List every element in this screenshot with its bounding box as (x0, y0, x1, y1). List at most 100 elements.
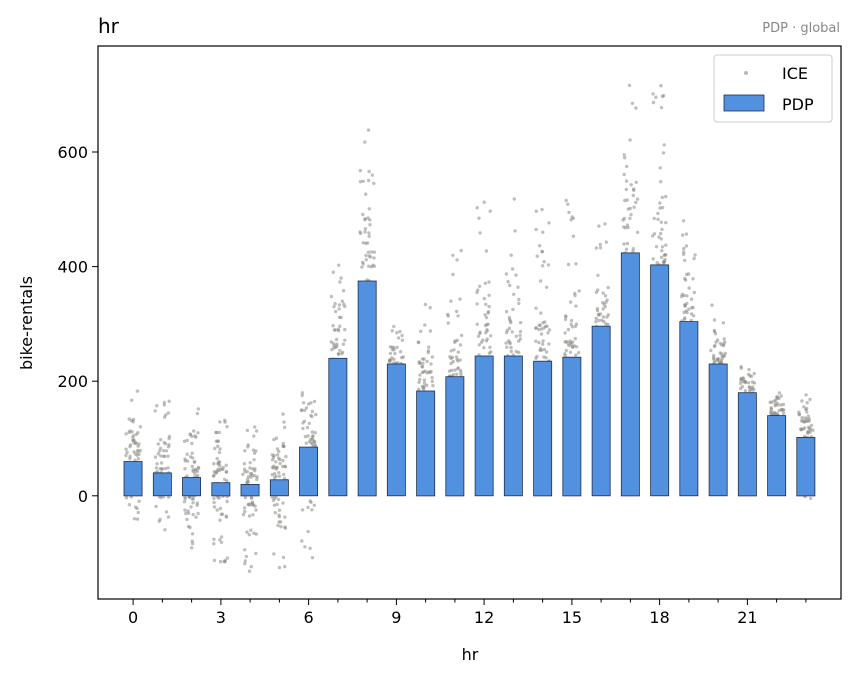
ice-point (455, 338, 459, 342)
ice-point (747, 385, 751, 389)
ice-point (800, 416, 804, 420)
ice-point (597, 224, 601, 228)
pdp-bar (767, 415, 787, 497)
ice-point (455, 372, 459, 376)
ice-point (225, 479, 229, 483)
ice-point (568, 350, 573, 354)
ice-point (543, 324, 548, 329)
ice-point (301, 421, 305, 425)
ice-point (624, 187, 628, 192)
ice-point (212, 462, 216, 466)
ice-point (720, 354, 724, 358)
ice-point (803, 416, 807, 420)
ice-point (806, 414, 810, 418)
ice-point (752, 381, 757, 385)
ice-point (310, 442, 315, 446)
ice-point (739, 366, 743, 370)
ice-point (597, 313, 601, 317)
ice-point (692, 290, 696, 295)
ice-point (195, 411, 200, 416)
ice-point (597, 318, 601, 323)
ice-point (247, 569, 252, 573)
legend-pdp-label: PDP (782, 95, 814, 114)
corner-note: PDP · global (762, 21, 840, 36)
ice-point (243, 449, 247, 453)
ice-point (242, 506, 247, 510)
ice-point (776, 403, 780, 407)
ice-point (687, 286, 691, 290)
ice-point (303, 545, 307, 549)
ice-point (566, 262, 571, 267)
ice-point (683, 278, 688, 282)
ice-point (541, 230, 545, 234)
ice-point (547, 342, 551, 346)
ice-point (159, 461, 164, 465)
ice-point (124, 447, 128, 451)
ice-point (157, 449, 162, 453)
ice-point (458, 343, 463, 347)
ice-point (600, 318, 604, 323)
pdp-bar (445, 376, 465, 497)
ice-point (634, 106, 638, 110)
ice-point (606, 313, 610, 317)
ice-point (372, 264, 376, 268)
pdp-bar (591, 325, 611, 497)
ice-point (136, 457, 141, 461)
ice-point (660, 245, 665, 249)
ice-point (710, 303, 714, 307)
ice-point (622, 242, 626, 246)
ice-point (484, 302, 488, 307)
ice-point (509, 349, 513, 354)
ice-point (310, 409, 314, 414)
ice-point (712, 344, 717, 349)
ice-point (504, 272, 509, 276)
ice-point (684, 309, 688, 313)
ice-point (212, 558, 217, 563)
ice-point (752, 371, 756, 376)
ice-point (659, 105, 664, 110)
ice-point (625, 241, 630, 246)
ice-point (136, 450, 140, 454)
ice-point (475, 302, 479, 306)
ice-point (339, 276, 343, 280)
ice-point (216, 444, 220, 448)
ice-point (418, 373, 422, 377)
ice-point (164, 449, 169, 453)
ice-point (212, 500, 216, 505)
ice-point (723, 351, 727, 356)
ice-point (283, 564, 287, 569)
ice-point (224, 470, 229, 474)
ice-point (544, 285, 549, 289)
ice-point (300, 508, 305, 512)
ice-point (681, 219, 686, 223)
ice-point (680, 294, 684, 299)
ice-point (809, 423, 814, 428)
ice-point (166, 466, 170, 470)
ice-point (805, 430, 810, 434)
ice-point (278, 461, 282, 466)
legend-ice-label: ICE (782, 64, 808, 83)
ice-point (212, 496, 216, 501)
ice-point (218, 560, 223, 564)
ice-point (223, 420, 227, 424)
ice-point (254, 551, 258, 556)
y-tick-label: 200 (57, 372, 88, 391)
ice-point (343, 338, 347, 342)
ice-point (245, 480, 250, 485)
ice-point (162, 400, 167, 405)
ice-point (779, 403, 783, 407)
ice-point (658, 231, 663, 236)
ice-point (479, 340, 484, 344)
ice-point (283, 515, 287, 519)
ice-point (478, 284, 482, 288)
ice-point (716, 357, 720, 361)
ice-point (655, 261, 659, 265)
ice-point (482, 296, 486, 301)
ice-point (417, 380, 421, 384)
ice-point (422, 378, 427, 382)
ice-point (215, 456, 219, 461)
x-tick-label: 12 (474, 608, 494, 627)
ice-point (338, 324, 342, 328)
ice-point (245, 428, 250, 433)
ice-point (196, 431, 200, 435)
